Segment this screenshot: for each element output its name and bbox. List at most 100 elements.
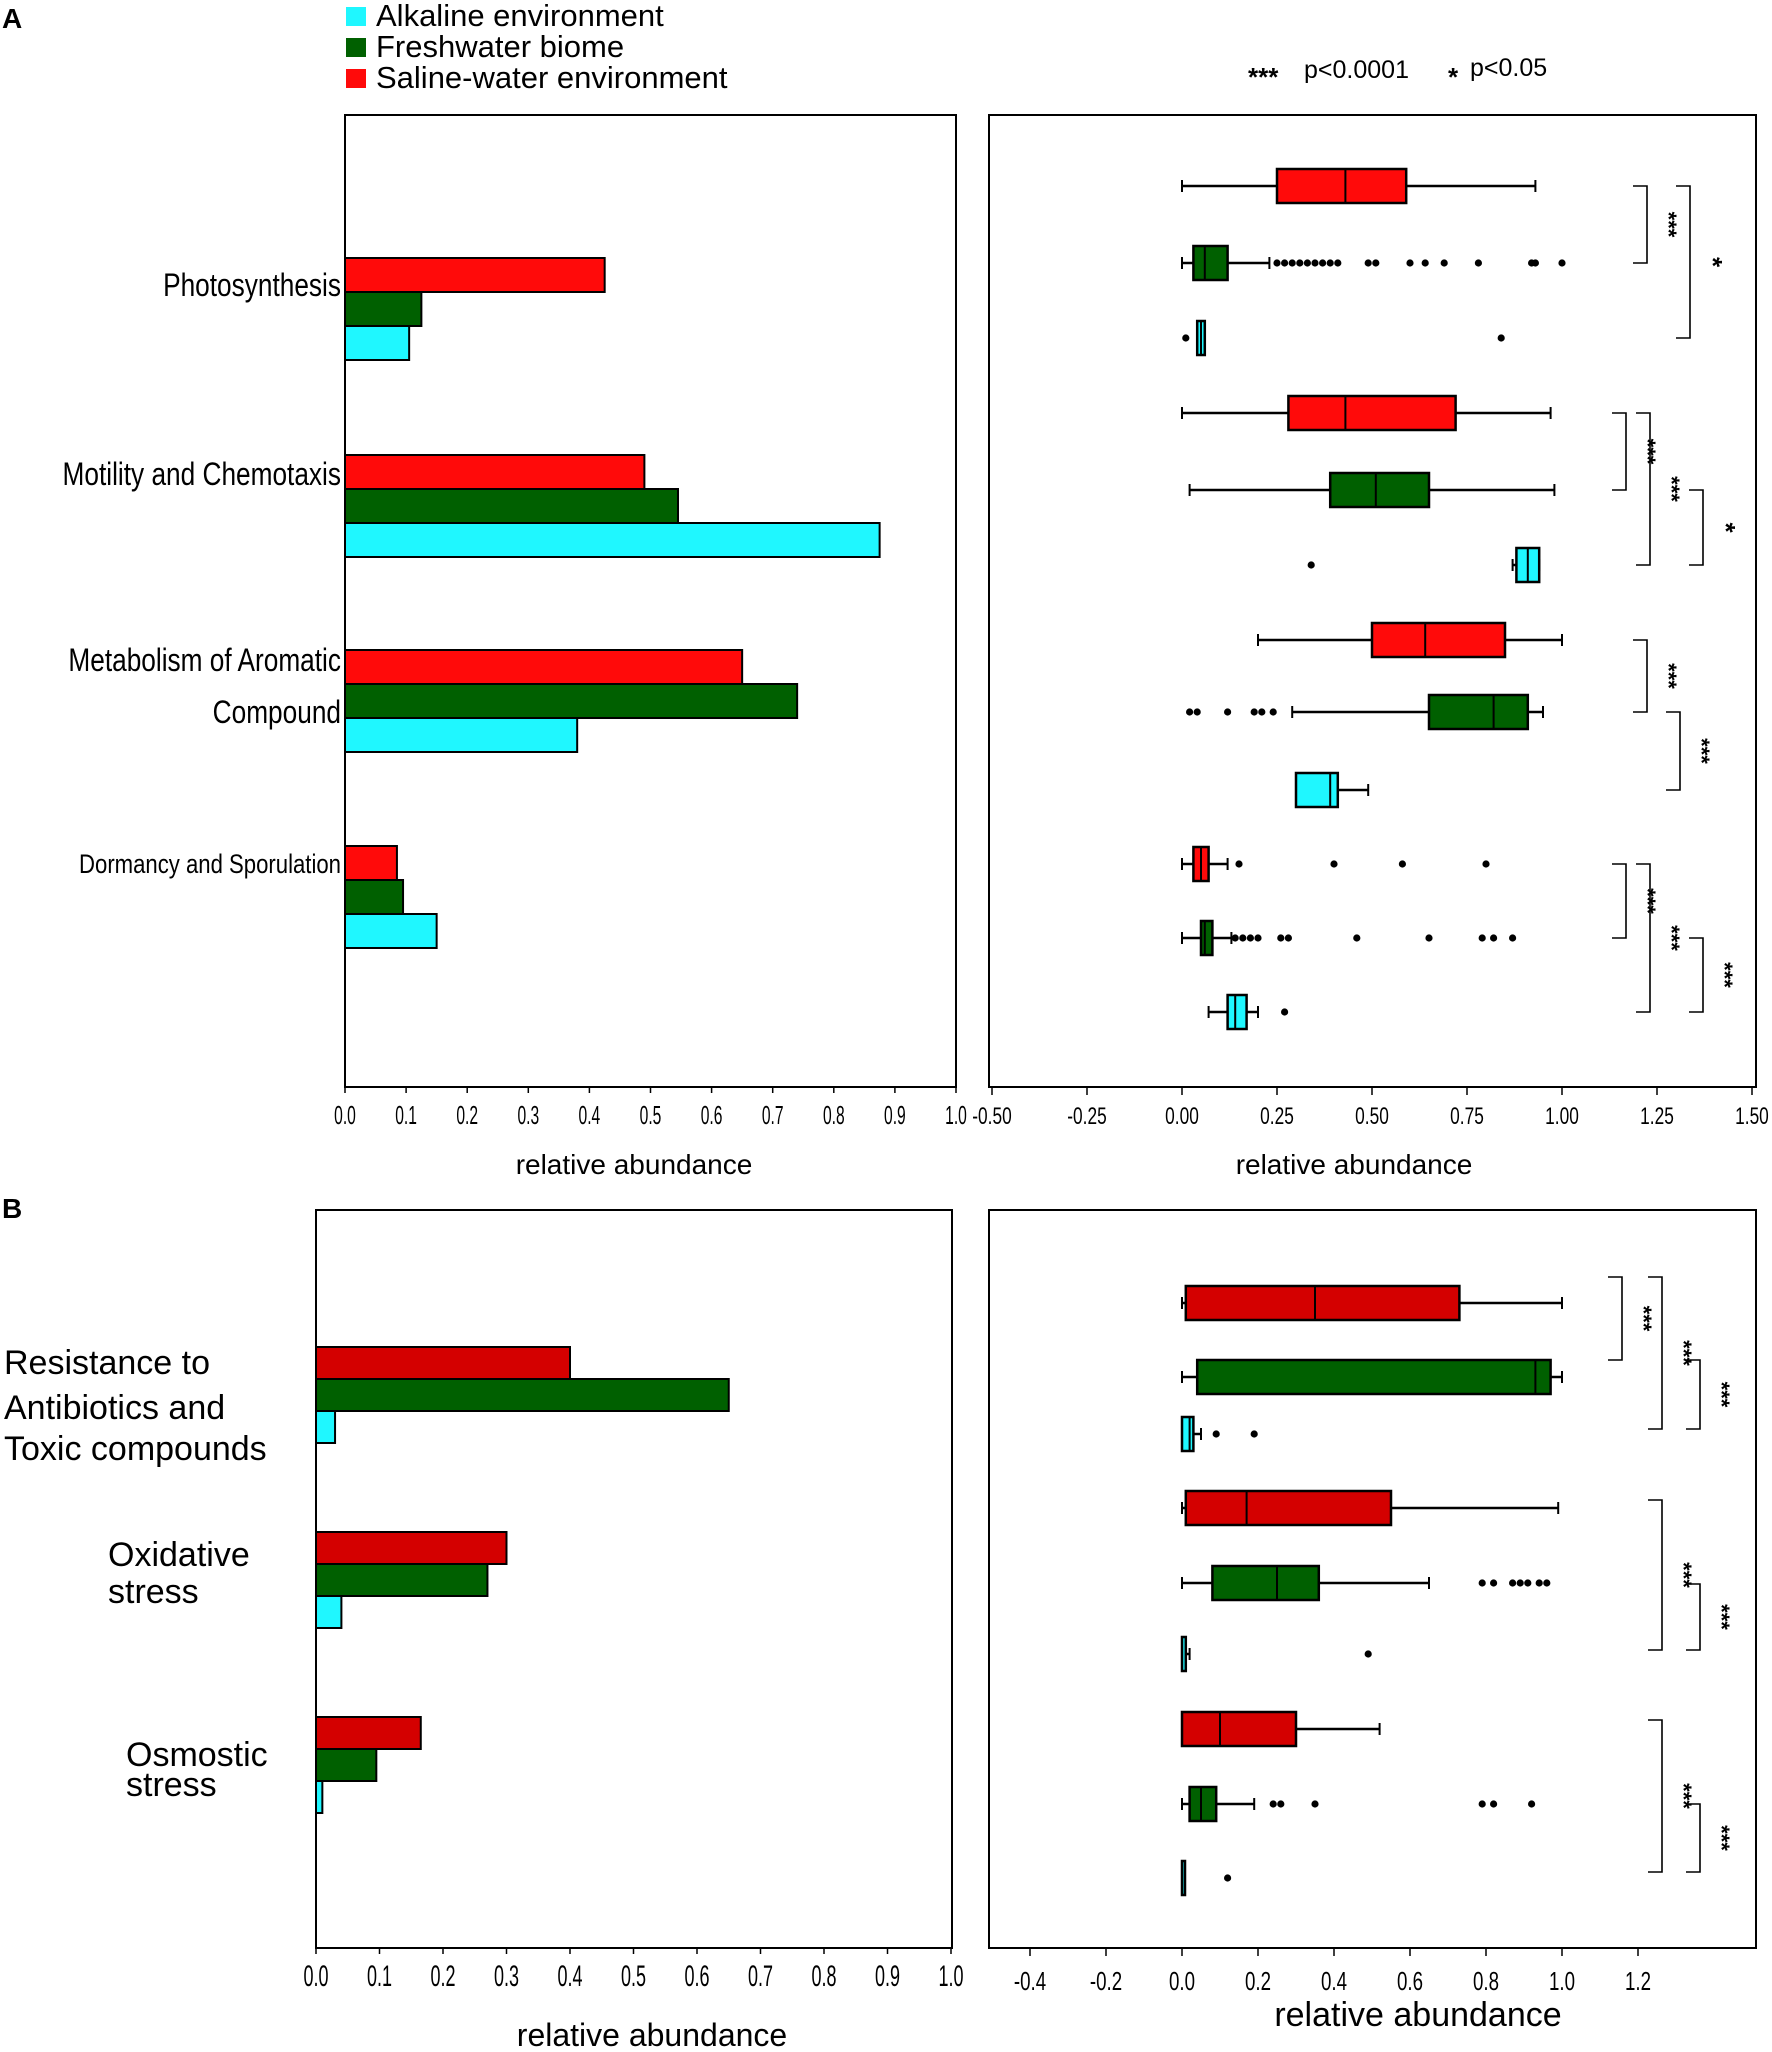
outlier-point	[1398, 860, 1406, 868]
outlier-point	[1334, 259, 1342, 267]
sig-key-high-label: p<0.0001	[1304, 56, 1409, 84]
bar-alkaline	[344, 913, 438, 949]
significance-bracket	[1608, 1276, 1623, 1361]
legend: Alkaline environment Freshwater biome Sa…	[346, 0, 728, 95]
legend-label-alkaline: Alkaline environment	[376, 0, 664, 33]
bar-freshwater	[315, 1378, 730, 1412]
panel-a-right-xlabel: relative abundance	[1236, 1149, 1473, 1180]
outlier-point	[1250, 708, 1258, 716]
outlier-point	[1372, 259, 1380, 267]
outlier-point	[1490, 934, 1498, 942]
bar-alkaline	[344, 325, 411, 361]
bar-alkaline	[344, 717, 579, 753]
outlier-point	[1478, 1579, 1486, 1587]
bar-saline	[344, 845, 398, 881]
significance-mark: ***	[1709, 1382, 1734, 1408]
bar-freshwater	[344, 488, 679, 524]
significance-bracket	[1648, 1276, 1663, 1430]
category-label: Dormancy and Sporulation	[79, 850, 341, 880]
box-freshwater	[1195, 1358, 1552, 1396]
sig-key-low-mark: *	[1448, 62, 1459, 92]
x-tick-label: 0.9	[875, 1961, 900, 1994]
x-tick-label: 0.3	[517, 1101, 539, 1130]
bar-alkaline	[315, 1780, 324, 1814]
panel-b-label: B	[2, 1193, 22, 1224]
outlier-point	[1254, 934, 1262, 942]
significance-bracket	[1689, 489, 1704, 566]
outlier-point	[1269, 708, 1277, 716]
outlier-point	[1353, 934, 1361, 942]
bar-freshwater	[344, 683, 799, 719]
significance-bracket	[1648, 1719, 1663, 1873]
significance-bracket	[1612, 863, 1627, 939]
bar-freshwater	[315, 1563, 489, 1597]
outlier-point	[1212, 1430, 1220, 1438]
outlier-point	[1239, 934, 1247, 942]
category-label: Metabolism of Aromatic	[68, 644, 341, 679]
x-tick-label: 0.0	[334, 1101, 356, 1130]
x-tick-label: 1.0	[1549, 1966, 1575, 1996]
outlier-point	[1284, 934, 1292, 942]
x-tick-label: -0.4	[1014, 1966, 1046, 1996]
x-tick-label: 0.0	[303, 1961, 328, 1994]
significance-mark: ***	[1659, 476, 1684, 502]
x-tick-label: 0.9	[884, 1101, 906, 1130]
outlier-point	[1482, 860, 1490, 868]
outlier-point	[1296, 259, 1304, 267]
x-tick-label: 0.50	[1355, 1103, 1389, 1129]
significance-mark: ***	[1659, 925, 1684, 951]
outlier-point	[1235, 860, 1243, 868]
outlier-point	[1258, 708, 1266, 716]
box-saline	[1184, 1489, 1393, 1527]
outlier-point	[1311, 259, 1319, 267]
outlier-point	[1307, 561, 1315, 569]
legend-swatch-freshwater	[346, 38, 366, 57]
legend-swatch-alkaline	[346, 7, 366, 26]
bar-alkaline	[315, 1410, 337, 1444]
x-tick-label: 0.2	[430, 1961, 455, 1994]
significance-mark: ***	[1709, 1604, 1734, 1630]
bar-alkaline	[344, 522, 881, 558]
outlier-point	[1364, 259, 1372, 267]
category-label: Oxidative	[108, 1536, 250, 1574]
outlier-point	[1193, 708, 1201, 716]
significance-bracket	[1636, 863, 1651, 1013]
x-tick-label: 0.25	[1260, 1103, 1294, 1129]
significance-mark: ***	[1656, 663, 1681, 689]
box-freshwater	[1211, 1564, 1321, 1602]
box-freshwater	[1199, 919, 1214, 957]
panel-a-bar-chart: Photosynthesis Motility and Chemotaxis Met…	[63, 257, 967, 1130]
category-label: stress	[108, 1573, 199, 1611]
x-tick-label: -0.50	[972, 1103, 1011, 1129]
outlier-point	[1497, 334, 1505, 342]
x-tick-label: 0.00	[1165, 1103, 1199, 1129]
outlier-point	[1558, 259, 1566, 267]
category-label: Motility and Chemotaxis	[63, 458, 341, 493]
box-freshwater	[1188, 1785, 1218, 1823]
x-tick-label: 0.6	[684, 1961, 709, 1994]
outlier-point	[1490, 1800, 1498, 1808]
x-tick-label: 0.5	[621, 1961, 646, 1994]
outlier-point	[1224, 1874, 1232, 1882]
outlier-point	[1509, 1579, 1517, 1587]
x-tick-label: 1.25	[1640, 1103, 1674, 1129]
bar-saline	[315, 1346, 571, 1380]
box-alkaline	[1180, 1415, 1195, 1453]
box-saline	[1184, 1284, 1461, 1322]
bar-saline	[315, 1716, 422, 1750]
outlier-point	[1277, 1800, 1285, 1808]
x-tick-label: 1.0	[938, 1961, 963, 1994]
outlier-point	[1326, 259, 1334, 267]
outlier-point	[1421, 259, 1429, 267]
bar-saline	[344, 649, 744, 685]
outlier-point	[1535, 1579, 1543, 1587]
bar-freshwater	[315, 1748, 378, 1782]
box-saline	[1180, 1710, 1298, 1748]
significance-mark: ***	[1709, 1825, 1734, 1851]
significance-bracket	[1636, 412, 1651, 566]
panel-b-left-xlabel: relative abundance	[517, 2017, 787, 2052]
bar-saline	[344, 257, 606, 293]
panel-a-label: A	[2, 3, 22, 34]
x-tick-label: 0.6	[1397, 1966, 1423, 1996]
